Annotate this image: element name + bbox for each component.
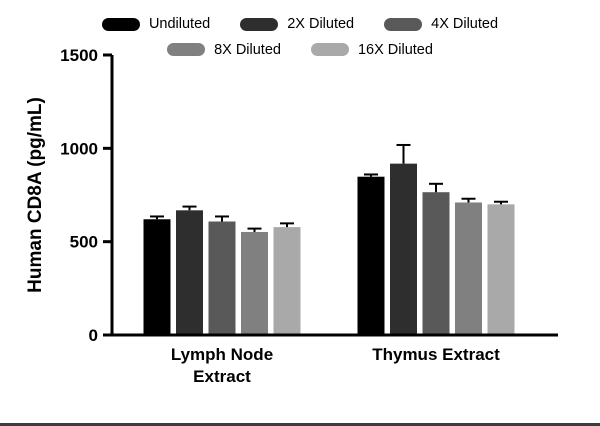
category-label: Lymph Node Extract [170,345,274,387]
bar [208,221,236,335]
category-label: Thymus Extract [372,345,500,364]
legend-item: 2X Diluted [240,17,354,32]
legend-row: Undiluted 2X Diluted 4X Diluted [101,16,498,32]
bar [487,204,515,335]
bar [241,231,268,335]
legend-item: 4X Diluted [384,17,498,32]
bar [176,210,203,335]
bar [390,163,417,335]
bar [357,176,385,335]
legend-item: 8X Diluted [167,41,281,58]
legend: Undiluted 2X Diluted 4X Diluted 8X Diluted 1… [0,17,600,57]
legend-swatch [167,43,206,57]
y-tick-label: 1000 [60,139,98,158]
bar [273,227,301,335]
legend-swatch [384,17,423,31]
bar [143,219,171,335]
legend-item: 16X Diluted [310,41,433,58]
y-axis-title: Human CD8A (pg/mL) [25,97,46,293]
y-tick-label: 0 [89,326,98,345]
y-tick-label: 1500 [60,46,98,65]
legend-label: 8X Diluted [214,41,281,58]
legend-label: Undiluted [148,16,211,32]
legend-label: 16X Diluted [357,41,433,58]
legend-row: 8X Diluted 16X Diluted [167,41,433,58]
legend-label: 4X Diluted [431,16,499,32]
y-tick-label: 500 [70,233,98,252]
legend-swatch [240,17,279,31]
legend-label: 2X Diluted [287,16,355,32]
bottom-border [0,423,600,426]
bar [422,192,450,335]
legend-item: Undiluted [101,16,211,32]
legend-swatch [310,43,349,57]
legend-swatch [101,17,140,31]
bar [455,202,482,335]
